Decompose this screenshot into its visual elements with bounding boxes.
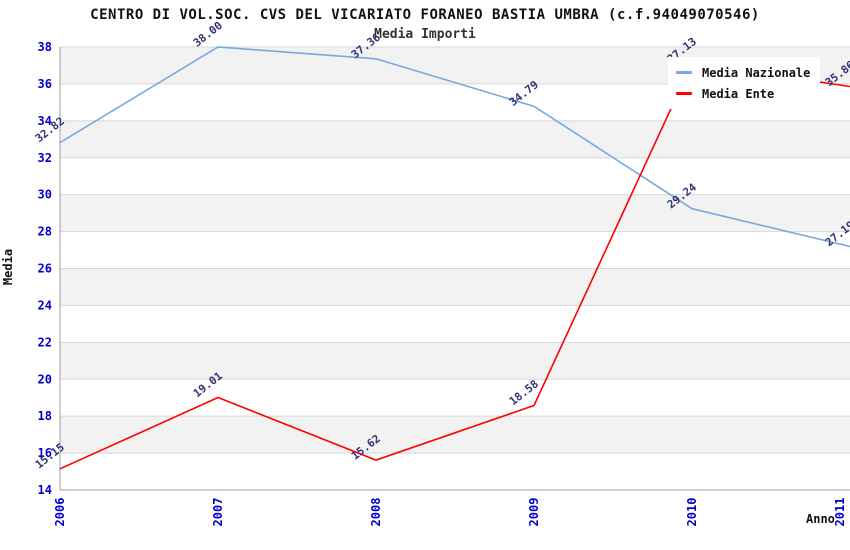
y-tick-label: 36: [38, 77, 52, 91]
legend-label: Media Ente: [702, 86, 775, 101]
x-tick-label: 2010: [685, 498, 699, 527]
plot-band: [60, 305, 850, 343]
y-tick-label: 22: [38, 335, 52, 349]
plot-band: [60, 268, 850, 306]
y-tick-label: 24: [38, 298, 52, 312]
legend-item-media-nazionale: Media Nazionale: [676, 62, 810, 83]
point-label: 38.00: [191, 19, 225, 50]
y-tick-label: 26: [38, 262, 52, 276]
y-tick-label: 38: [38, 40, 52, 54]
y-tick-label: 18: [38, 409, 52, 423]
series-line-media-nazionale: [59, 46, 850, 248]
x-tick-label: 2009: [527, 498, 541, 527]
y-axis-title: Media: [1, 248, 15, 286]
y-tick-label: 34: [38, 114, 52, 128]
legend: Media Nazionale Media Ente: [668, 57, 821, 109]
x-tick-label: 2006: [53, 498, 67, 527]
plot-band: [60, 157, 850, 195]
plot-band: [60, 342, 850, 380]
plot-band: [60, 416, 850, 454]
y-tick-label: 14: [38, 483, 52, 497]
legend-swatch-icon: [676, 71, 692, 74]
legend-swatch-icon: [676, 92, 692, 95]
y-tick-label: 20: [38, 372, 52, 386]
plot-band: [60, 379, 850, 417]
y-tick-label: 30: [38, 188, 52, 202]
x-tick-label: 2011: [833, 498, 847, 527]
plot-band: [60, 120, 850, 158]
x-axis-title: Anno: [806, 512, 835, 526]
plot-band: [60, 453, 850, 490]
chart-subtitle: Media Importi: [374, 27, 476, 42]
y-tick-label: 32: [38, 151, 52, 165]
y-tick-label: 16: [38, 446, 52, 460]
legend-label: Media Nazionale: [702, 65, 811, 80]
legend-item-media-ente: Media Ente: [676, 83, 810, 104]
plot-band: [60, 194, 850, 232]
x-tick-label: 2008: [369, 498, 383, 527]
chart-title: CENTRO DI VOL.SOC. CVS DEL VICARIATO FOR…: [90, 7, 760, 23]
plot-band: [60, 231, 850, 269]
x-tick-label: 2007: [211, 498, 225, 527]
y-tick-label: 28: [38, 225, 52, 239]
